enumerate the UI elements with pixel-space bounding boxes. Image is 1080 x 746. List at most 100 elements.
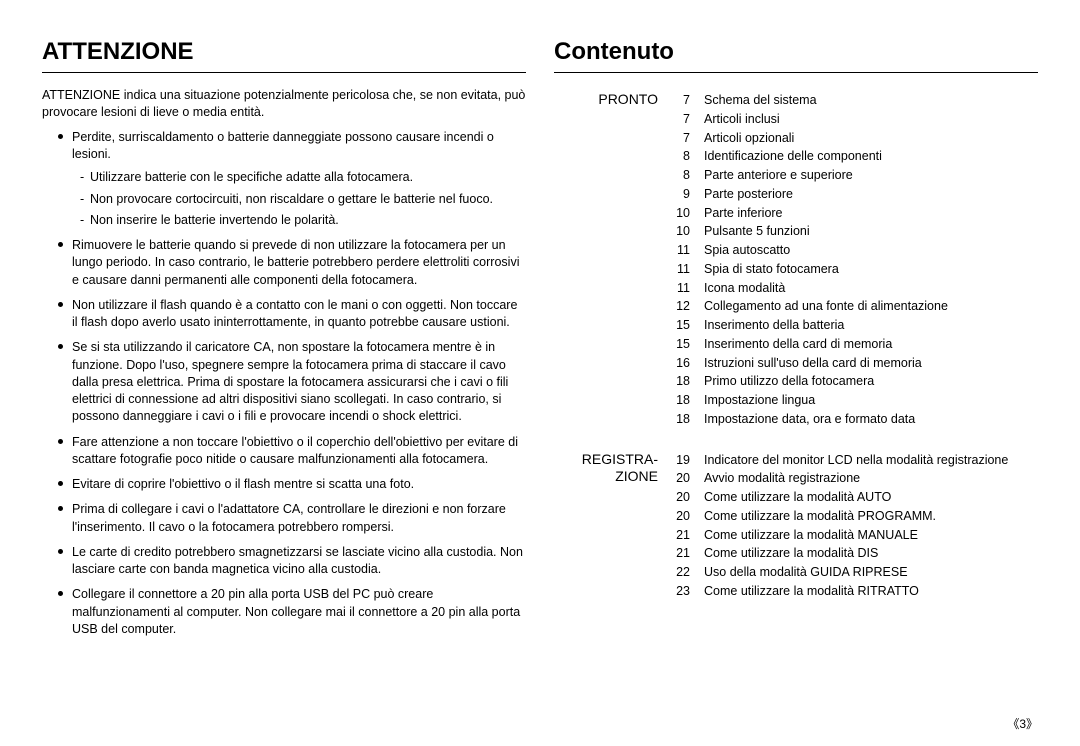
toc-page-number: 23 <box>660 582 704 601</box>
toc-entry-title: Inserimento della batteria <box>704 316 1038 335</box>
toc-entry-title: Articoli inclusi <box>704 110 1038 129</box>
toc-entry-title: Inserimento della card di memoria <box>704 335 1038 354</box>
toc-page-number: 10 <box>660 222 704 241</box>
toc-entry-title: Parte inferiore <box>704 204 1038 223</box>
toc-entry-title: Schema del sistema <box>704 91 1038 110</box>
toc-row: 10Parte inferiore <box>660 204 1038 223</box>
toc-row: 18Primo utilizzo della fotocamera <box>660 372 1038 391</box>
toc-page-number: 18 <box>660 372 704 391</box>
toc-page-number: 7 <box>660 129 704 148</box>
toc-section-label: PRONTO <box>554 91 660 429</box>
toc-entry-title: Come utilizzare la modalità MANUALE <box>704 526 1038 545</box>
warning-sublist: Utilizzare batterie con le specifiche ad… <box>72 169 526 229</box>
toc-row: 21Come utilizzare la modalità MANUALE <box>660 526 1038 545</box>
toc-page-number: 11 <box>660 279 704 298</box>
toc-row: 15Inserimento della card di memoria <box>660 335 1038 354</box>
toc-page-number: 7 <box>660 91 704 110</box>
warning-item: Rimuovere le batterie quando si prevede … <box>58 237 526 289</box>
toc-page-number: 12 <box>660 297 704 316</box>
toc-row: 22Uso della modalità GUIDA RIPRESE <box>660 563 1038 582</box>
warning-list: Perdite, surriscaldamento o batterie dan… <box>42 129 526 646</box>
warning-text: Perdite, surriscaldamento o batterie dan… <box>72 130 494 161</box>
toc-entry-title: Come utilizzare la modalità DIS <box>704 544 1038 563</box>
toc-entry-title: Parte anteriore e superiore <box>704 166 1038 185</box>
toc-entry-title: Parte posteriore <box>704 185 1038 204</box>
toc-row: 10Pulsante 5 funzioni <box>660 222 1038 241</box>
toc-row: 11Icona modalità <box>660 279 1038 298</box>
toc-page-number: 8 <box>660 166 704 185</box>
toc-entry-title: Pulsante 5 funzioni <box>704 222 1038 241</box>
toc-entry-title: Avvio modalità registrazione <box>704 469 1038 488</box>
toc-page-number: 21 <box>660 526 704 545</box>
warning-subitem: Utilizzare batterie con le specifiche ad… <box>80 169 526 186</box>
toc-row: 20Avvio modalità registrazione <box>660 469 1038 488</box>
toc-row: 15Inserimento della batteria <box>660 316 1038 335</box>
toc-section: PRONTO 7Schema del sistema7Articoli incl… <box>554 91 1038 429</box>
toc-row: 7Articoli inclusi <box>660 110 1038 129</box>
toc-entry-title: Spia di stato fotocamera <box>704 260 1038 279</box>
toc-row: 7Schema del sistema <box>660 91 1038 110</box>
toc-entry-title: Impostazione data, ora e formato data <box>704 410 1038 429</box>
toc-entry-title: Impostazione lingua <box>704 391 1038 410</box>
toc-entry-title: Indicatore del monitor LCD nella modalit… <box>704 451 1038 470</box>
toc-page-number: 16 <box>660 354 704 373</box>
toc-page-number: 10 <box>660 204 704 223</box>
right-column: Contenuto PRONTO 7Schema del sistema7Art… <box>554 38 1038 716</box>
toc-section-label: REGISTRA-ZIONE <box>554 451 660 601</box>
toc-row: 20Come utilizzare la modalità AUTO <box>660 488 1038 507</box>
warning-item: Collegare il connettore a 20 pin alla po… <box>58 586 526 638</box>
toc-page-number: 20 <box>660 469 704 488</box>
toc-page-number: 19 <box>660 451 704 470</box>
toc-page-number: 15 <box>660 335 704 354</box>
toc-row: 9Parte posteriore <box>660 185 1038 204</box>
toc-row: 16Istruzioni sull'uso della card di memo… <box>660 354 1038 373</box>
toc-row: 7Articoli opzionali <box>660 129 1038 148</box>
toc-entry-title: Primo utilizzo della fotocamera <box>704 372 1038 391</box>
toc-page-number: 11 <box>660 260 704 279</box>
toc-entry-title: Istruzioni sull'uso della card di memori… <box>704 354 1038 373</box>
toc-row: 18Impostazione lingua <box>660 391 1038 410</box>
left-heading: ATTENZIONE <box>42 38 526 73</box>
toc-row: 20Come utilizzare la modalità PROGRAMM. <box>660 507 1038 526</box>
left-column: ATTENZIONE CAUTION ATTENZIONE indica una… <box>42 38 526 716</box>
toc-entry-title: Come utilizzare la modalità PROGRAMM. <box>704 507 1038 526</box>
toc-page-number: 18 <box>660 391 704 410</box>
toc-row: 11Spia di stato fotocamera <box>660 260 1038 279</box>
toc-entry-title: Uso della modalità GUIDA RIPRESE <box>704 563 1038 582</box>
toc-page-number: 22 <box>660 563 704 582</box>
toc-row: 12Collegamento ad una fonte di alimentaz… <box>660 297 1038 316</box>
warning-item: Se si sta utilizzando il caricatore CA, … <box>58 339 526 425</box>
warning-item: Non utilizzare il flash quando è a conta… <box>58 297 526 332</box>
warning-item: Evitare di coprire l'obiettivo o il flas… <box>58 476 526 493</box>
toc-row: 23Come utilizzare la modalità RITRATTO <box>660 582 1038 601</box>
warning-item: Prima di collegare i cavi o l'adattatore… <box>58 501 526 536</box>
toc-row: 8Parte anteriore e superiore <box>660 166 1038 185</box>
toc-row: 8Identificazione delle componenti <box>660 147 1038 166</box>
page-number: 《3》 <box>1007 715 1038 732</box>
toc-entry-title: Come utilizzare la modalità RITRATTO <box>704 582 1038 601</box>
toc-item-list: 7Schema del sistema7Articoli inclusi7Art… <box>660 91 1038 429</box>
toc-page-number: 9 <box>660 185 704 204</box>
toc-section: REGISTRA-ZIONE 19Indicatore del monitor … <box>554 451 1038 601</box>
warning-subitem: Non inserire le batterie invertendo le p… <box>80 212 526 229</box>
toc-entry-title: Collegamento ad una fonte di alimentazio… <box>704 297 1038 316</box>
toc-row: 19Indicatore del monitor LCD nella modal… <box>660 451 1038 470</box>
warning-item: Le carte di credito potrebbero smagnetiz… <box>58 544 526 579</box>
toc-page-number: 20 <box>660 507 704 526</box>
toc-page-number: 21 <box>660 544 704 563</box>
toc-page-number: 15 <box>660 316 704 335</box>
warning-subitem: Non provocare cortocircuiti, non riscald… <box>80 191 526 208</box>
toc-entry-title: Come utilizzare la modalità AUTO <box>704 488 1038 507</box>
toc-page-number: 7 <box>660 110 704 129</box>
warning-item: Fare attenzione a non toccare l'obiettiv… <box>58 434 526 469</box>
toc-row: 18Impostazione data, ora e formato data <box>660 410 1038 429</box>
toc-item-list: 19Indicatore del monitor LCD nella modal… <box>660 451 1038 601</box>
toc-entry-title: Identificazione delle componenti <box>704 147 1038 166</box>
toc-page-number: 18 <box>660 410 704 429</box>
toc-entry-title: Spia autoscatto <box>704 241 1038 260</box>
toc-entry-title: Articoli opzionali <box>704 129 1038 148</box>
toc-page-number: 20 <box>660 488 704 507</box>
toc-row: 11Spia autoscatto <box>660 241 1038 260</box>
warning-item: Perdite, surriscaldamento o batterie dan… <box>58 129 526 229</box>
intro-text: ATTENZIONE indica una situazione potenzi… <box>42 87 526 121</box>
